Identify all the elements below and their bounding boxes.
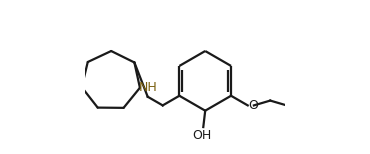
- Text: O: O: [249, 99, 259, 112]
- Text: OH: OH: [193, 129, 212, 142]
- Text: NH: NH: [138, 81, 157, 94]
